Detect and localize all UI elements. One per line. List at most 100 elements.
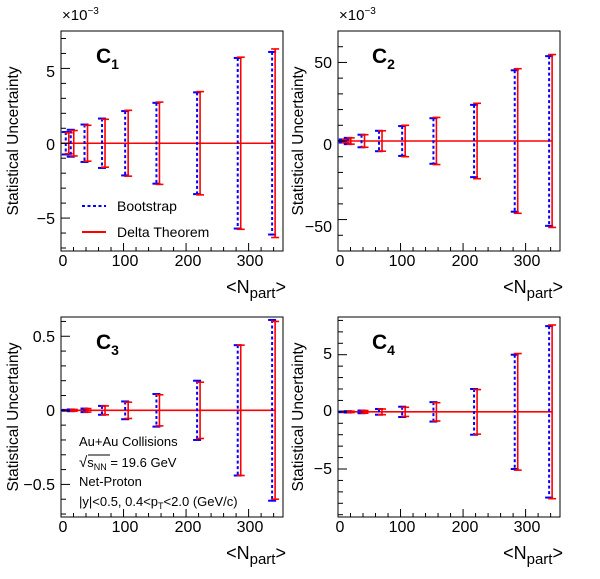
c1-ytick-label-neg5: −5	[37, 211, 55, 228]
legend-label-bootstrap: Bootstrap	[117, 198, 177, 214]
c1-ytick-marks	[61, 37, 70, 249]
c3-panel-label-main: C	[96, 331, 111, 354]
c4-xlabel-sub: part	[527, 551, 554, 568]
c4-xtick-label-200: 200	[452, 519, 479, 536]
c4-ylabel: Statistical Uncertainty	[290, 342, 307, 491]
panel-c2: 0 100 200 300 −50 0 50 ×10−3 Statistical…	[290, 6, 563, 302]
c1-ytick-label-0: 0	[46, 137, 55, 154]
c2-xtick-marks	[337, 243, 552, 251]
c3-xlabel-main: <N	[226, 543, 250, 563]
annotation-sqrt-sign: √	[79, 454, 88, 471]
c1-panel-label: C1	[96, 45, 119, 72]
c4-ytick-label-neg5: −5	[314, 461, 332, 478]
c4-ytick-label-0: 0	[323, 403, 332, 420]
c4-ytick-label-5: 5	[323, 346, 332, 363]
c2-xtick-label-100: 100	[389, 253, 416, 270]
c1-ylabel: Statistical Uncertainty	[5, 66, 22, 215]
annotation-sqrt-s: s	[87, 455, 94, 470]
c4-xlabel: <Npart>	[503, 543, 563, 568]
c4-xtick-label-0: 0	[336, 519, 345, 536]
c4-panel-label-main: C	[372, 331, 387, 354]
c2-multiplier-base: ×10	[339, 7, 364, 24]
c1-plot-layer	[61, 48, 280, 239]
c3-ytick-label-0: 0	[46, 403, 55, 420]
c2-panel-label-main: C	[372, 45, 387, 68]
c1-panel-label-sub: 1	[111, 56, 119, 72]
collision-annotation: Au+Au Collisions √sNN = 19.6 GeV Net-Pro…	[79, 434, 238, 511]
c1-xtick-label-0: 0	[59, 253, 68, 270]
c1-xlabel-main: <N	[226, 277, 250, 297]
annotation-line-4-a: |y|<0.5, 0.4<p	[79, 494, 158, 509]
c2-ytick-label-neg50: −50	[305, 219, 332, 236]
c3-xtick-marks	[60, 509, 275, 517]
c4-ytick-marks	[338, 319, 347, 516]
c2-ylabel: Statistical Uncertainty	[290, 66, 307, 215]
c1-multiplier-exp: −3	[87, 6, 99, 17]
c2-ytick-label-0: 0	[323, 137, 332, 154]
annotation-sqrt-sub: NN	[94, 462, 107, 472]
panel-c4: 0 100 200 300 −5 0 5 Statistical Uncerta…	[290, 316, 563, 568]
annotation-line-4: |y|<0.5, 0.4<pT<2.0 (GeV/c)	[79, 494, 238, 511]
c4-plot-layer	[338, 324, 557, 500]
c3-panel-label: C3	[96, 331, 119, 358]
legend: Bootstrap Delta Theorem	[82, 198, 209, 240]
c2-xtick-label-0: 0	[336, 253, 345, 270]
c3-frame	[60, 316, 284, 518]
c2-xlabel-main: <N	[503, 277, 527, 297]
legend-label-delta: Delta Theorem	[117, 224, 209, 240]
c4-panel-label-sub: 4	[387, 342, 395, 358]
c3-xtick-label-100: 100	[112, 519, 139, 536]
c3-xlabel-sub: part	[250, 551, 277, 568]
panel-c3: 0 100 200 300 −0.5 0 0.5 Statistical Unc…	[5, 316, 286, 568]
c1-xtick-marks	[60, 243, 275, 251]
c2-xtick-label-200: 200	[452, 253, 479, 270]
c2-panel-label: C2	[372, 45, 395, 72]
c2-xlabel: <Npart>	[503, 277, 563, 302]
c4-xtick-label-100: 100	[389, 519, 416, 536]
annotation-line-4-sub: T	[158, 501, 164, 511]
c1-xtick-label-300: 300	[237, 253, 264, 270]
c2-xlabel-end: >	[552, 277, 563, 297]
c4-xtick-marks	[337, 509, 552, 517]
c3-ytick-label-05: 0.5	[33, 329, 55, 346]
c3-xlabel: <Npart>	[226, 543, 286, 568]
c1-frame	[60, 30, 284, 252]
c2-panel-label-sub: 2	[387, 56, 395, 72]
c1-xlabel-sub: part	[250, 285, 277, 302]
c3-ylabel: Statistical Uncertainty	[5, 342, 22, 491]
c2-xlabel-sub: part	[527, 285, 554, 302]
c2-multiplier: ×10−3	[339, 6, 376, 24]
panel-c1: 0 100 200 300 −5 0 5 ×10−3 Statistical U…	[5, 6, 286, 302]
c3-xlabel-end: >	[275, 543, 286, 563]
c2-ytick-label-50: 50	[314, 55, 332, 72]
annotation-energy: = 19.6 GeV	[107, 455, 177, 470]
annotation-line-3: Net-Proton	[79, 474, 142, 489]
annotation-line-2: √sNN = 19.6 GeV	[79, 454, 177, 472]
c1-xtick-label-200: 200	[175, 253, 202, 270]
c4-panel-label: C4	[372, 331, 395, 358]
c3-xtick-label-0: 0	[59, 519, 68, 536]
c3-panel-label-sub: 3	[111, 342, 119, 358]
c2-ytick-marks	[338, 30, 347, 252]
c3-xtick-label-200: 200	[175, 519, 202, 536]
c2-xtick-label-300: 300	[514, 253, 541, 270]
c3-ytick-label-neg05: −0.5	[23, 477, 55, 494]
annotation-line-4-b: <2.0 (GeV/c)	[164, 494, 238, 509]
c3-xtick-label-300: 300	[237, 519, 264, 536]
c4-xlabel-end: >	[552, 543, 563, 563]
annotation-line-1: Au+Au Collisions	[79, 434, 178, 449]
c1-xtick-label-100: 100	[112, 253, 139, 270]
c2-multiplier-exp: −3	[364, 6, 376, 17]
c1-xlabel-end: >	[275, 277, 286, 297]
c1-multiplier: ×10−3	[62, 6, 99, 24]
c1-panel-label-main: C	[96, 45, 111, 68]
c1-ytick-label-5: 5	[46, 64, 55, 81]
c2-plot-layer	[338, 53, 557, 229]
c4-xtick-label-300: 300	[514, 519, 541, 536]
c4-frame	[337, 316, 561, 518]
c1-xlabel: <Npart>	[226, 277, 286, 302]
c3-ytick-marks	[61, 320, 70, 515]
c1-multiplier-base: ×10	[62, 7, 87, 24]
c4-xlabel-main: <N	[503, 543, 527, 563]
